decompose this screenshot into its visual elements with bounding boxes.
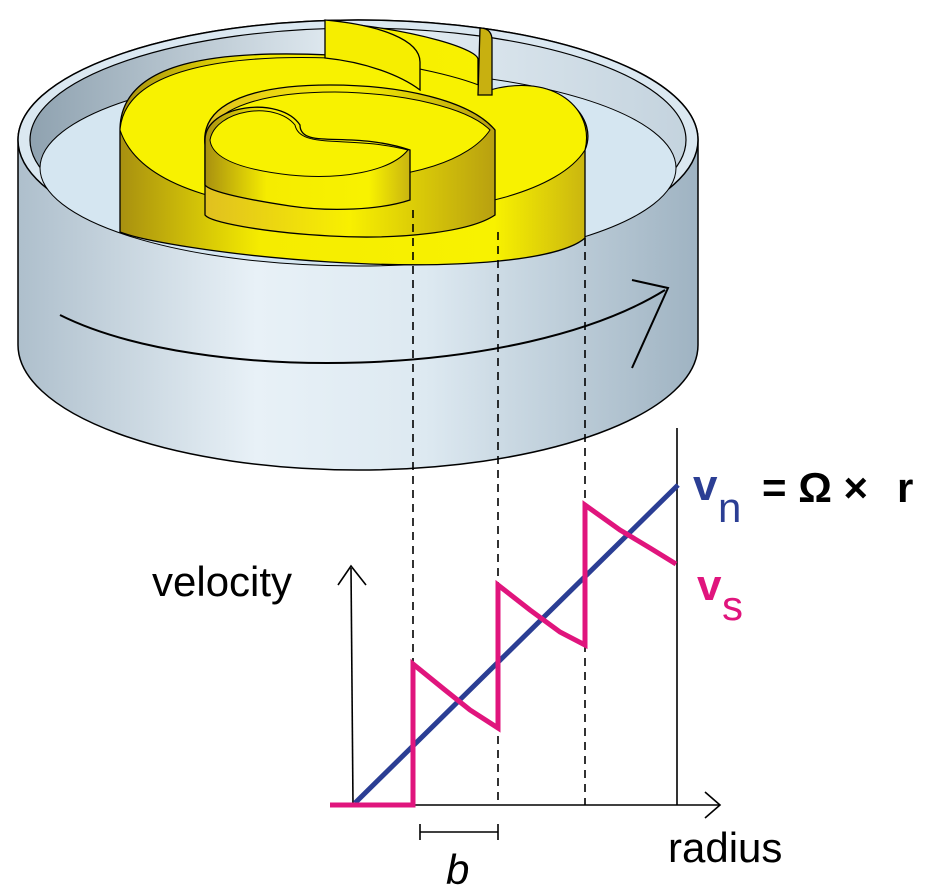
vs-symbol: v (697, 561, 722, 610)
radius-axis-label: radius (668, 824, 782, 871)
radius-axis-arrowhead (704, 791, 722, 819)
vs-subscript: s (722, 582, 743, 629)
rotation-arrow-curve (59, 289, 666, 365)
rotation-arrow-head (631, 279, 670, 369)
spacing-bracket (419, 824, 499, 840)
vortex-sheet-back-flap (324, 19, 421, 92)
vortex-sheet-inner-top (209, 110, 409, 177)
vn-r: r (897, 464, 913, 511)
vn-symbol: v (693, 461, 718, 510)
vortex-sheet-right-flap (477, 27, 493, 96)
normal-velocity-line (353, 483, 680, 805)
vn-subscript: n (718, 484, 741, 531)
velocity-axis (350, 567, 354, 806)
velocity-axis-arrowhead (337, 564, 367, 586)
vortex-sheets (119, 19, 589, 266)
velocity-plot (330, 428, 722, 840)
velocity-axis-label: velocity (152, 558, 292, 605)
spacing-label: b (446, 846, 469, 889)
vn-equation: = Ω × (762, 464, 868, 511)
superfluid-velocity-line (330, 500, 678, 808)
rotation-arrow (59, 279, 670, 369)
